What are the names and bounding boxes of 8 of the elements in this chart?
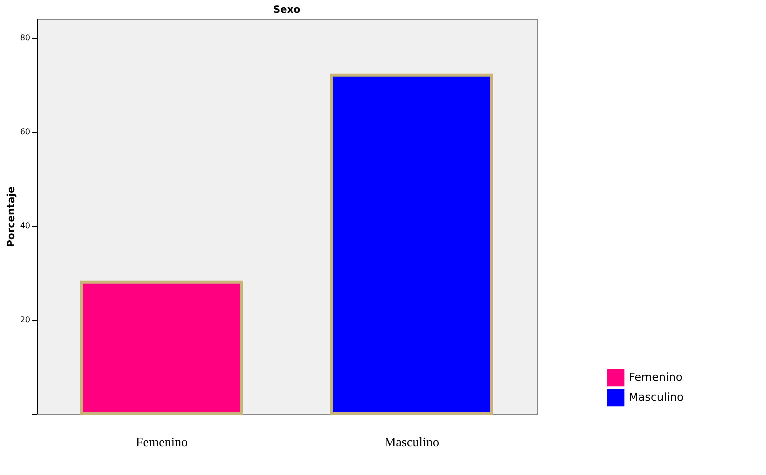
y-axis-title: Porcentaje	[6, 186, 18, 248]
y-tick-label: 40	[20, 221, 30, 230]
legend-label: Femenino	[629, 371, 683, 384]
chart-title: Sexo	[273, 5, 301, 16]
y-tick-label: 80	[20, 33, 30, 42]
y-tick-label: 20	[20, 315, 30, 324]
y-tick-label: 60	[20, 127, 30, 136]
legend-label: Masculino	[629, 391, 684, 404]
